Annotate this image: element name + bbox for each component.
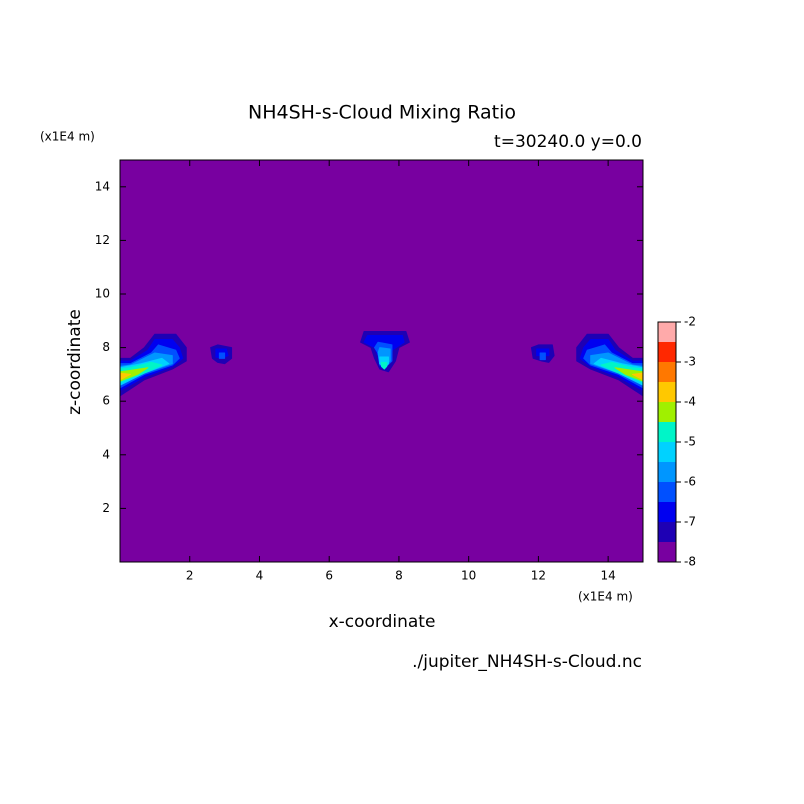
colorbar-label: -3	[684, 355, 696, 369]
colorbar-label: -5	[684, 435, 696, 449]
x-tick-label: 6	[325, 569, 333, 583]
contour-region	[120, 367, 149, 382]
contour-region	[539, 352, 546, 361]
colorbar-swatch	[658, 402, 676, 422]
x-tick-label: 8	[395, 569, 403, 583]
contour-region	[381, 361, 388, 370]
chart-subtitle: t=30240.0 y=0.0	[494, 132, 642, 152]
y-axis-label: z-coordinate	[65, 309, 85, 415]
source-file: ./jupiter_NH4SH-s-Cloud.nc	[412, 652, 642, 672]
contour-region	[120, 372, 131, 381]
x-tick-label: 14	[600, 569, 615, 583]
y-tick-label: 4	[102, 447, 110, 461]
x-tick-label: 10	[461, 569, 476, 583]
colorbar-label: -8	[684, 555, 696, 569]
contour-region	[632, 372, 643, 381]
x-tick-label: 4	[256, 569, 264, 583]
y-tick-label: 2	[102, 501, 110, 515]
colorbar-swatch	[658, 462, 676, 482]
colorbar-label: -2	[684, 315, 696, 329]
contour-region	[614, 367, 643, 382]
colorbar-swatch	[658, 502, 676, 522]
colorbar-label: -4	[684, 395, 696, 409]
y-tick-label: 8	[102, 340, 110, 354]
y-unit: (x1E4 m)	[40, 130, 95, 144]
contour-region	[218, 352, 226, 359]
y-tick-label: 12	[95, 233, 110, 247]
y-tick-label: 10	[95, 287, 110, 301]
colorbar-swatch	[658, 482, 676, 502]
y-tick-label: 6	[102, 394, 110, 408]
contours	[120, 331, 643, 397]
colorbar-swatch	[658, 542, 676, 562]
x-unit: (x1E4 m)	[578, 590, 633, 604]
y-tick-label: 14	[95, 179, 110, 193]
colorbar-label: -7	[684, 515, 696, 529]
plot-frame	[119, 159, 644, 563]
colorbar-swatch	[658, 382, 676, 402]
colorbar-swatch	[658, 422, 676, 442]
colorbar-swatch	[658, 362, 676, 382]
x-tick-label: 12	[531, 569, 546, 583]
x-axis-label: x-coordinate	[329, 612, 436, 632]
colorbar-swatch	[658, 322, 676, 342]
chart-title: NH4SH-s-Cloud Mixing Ratio	[248, 102, 516, 124]
colorbar-swatch	[658, 342, 676, 362]
colorbar-swatch	[658, 442, 676, 462]
colorbar-swatch	[658, 522, 676, 542]
colorbar-label: -6	[684, 475, 696, 489]
x-tick-label: 2	[186, 569, 194, 583]
